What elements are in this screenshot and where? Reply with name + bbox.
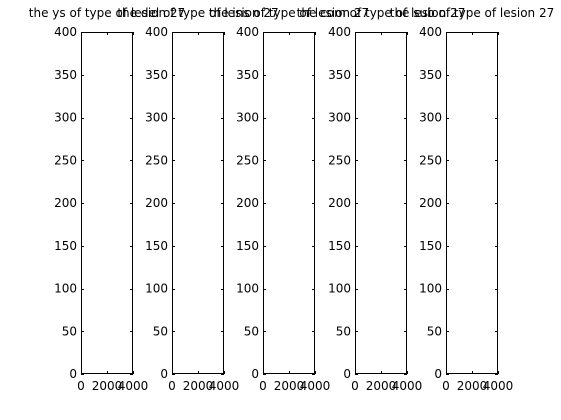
y-tick-label-5-5: 200 (419, 196, 442, 210)
y-tick-label-3-4: 150 (236, 239, 259, 253)
y-tick-label-4-8: 350 (328, 68, 351, 82)
x-tick-label-5-3: 4000 (483, 379, 514, 393)
chart-title-2: the del of type of lesion 27 (117, 6, 278, 20)
y-tick-label-4-6: 250 (328, 153, 351, 167)
chart-title-3: the ins of type of lesion 27 (209, 6, 369, 20)
y-tick-label-4-1: 0 (343, 367, 351, 381)
y-tick-label-5-8: 350 (419, 68, 442, 82)
y-tick-label-4-4: 150 (328, 239, 351, 253)
x-tick-label-3-2: 2000 (274, 379, 305, 393)
x-tick-label-2-3: 4000 (209, 379, 240, 393)
y-tick-label-1-5: 200 (54, 196, 77, 210)
y-tick-label-5-7: 300 (419, 111, 442, 125)
y-tick-label-2-6: 250 (145, 153, 168, 167)
y-tick-label-2-1: 0 (160, 367, 168, 381)
chart-title-5: the sub of type of lesion 27 (390, 6, 555, 20)
y-tick-label-5-4: 150 (419, 239, 442, 253)
y-tick-label-2-9: 400 (145, 25, 168, 39)
y-tick-label-1-7: 300 (54, 111, 77, 125)
y-tick-label-3-6: 250 (236, 153, 259, 167)
x-tick-label-2-2: 2000 (183, 379, 214, 393)
x-tick-label-1-3: 4000 (118, 379, 149, 393)
y-tick-label-1-2: 50 (62, 324, 77, 338)
y-tick-label-3-7: 300 (236, 111, 259, 125)
y-tick-label-5-6: 250 (419, 153, 442, 167)
y-tick-label-3-5: 200 (236, 196, 259, 210)
x-tick-label-1-1: 0 (77, 379, 85, 393)
y-tick-label-1-3: 100 (54, 282, 77, 296)
y-tick-label-4-2: 50 (336, 324, 351, 338)
y-tick-label-4-7: 300 (328, 111, 351, 125)
y-tick-label-4-3: 100 (328, 282, 351, 296)
x-tick-label-5-1: 0 (442, 379, 450, 393)
y-tick-label-2-5: 200 (145, 196, 168, 210)
y-tick-label-3-8: 350 (236, 68, 259, 82)
x-tick-label-4-3: 4000 (392, 379, 423, 393)
y-tick-label-3-3: 100 (236, 282, 259, 296)
y-tick-label-1-6: 250 (54, 153, 77, 167)
y-tick-label-2-2: 50 (153, 324, 168, 338)
x-tick-label-3-3: 4000 (300, 379, 331, 393)
y-tick-label-2-3: 100 (145, 282, 168, 296)
y-tick-label-2-7: 300 (145, 111, 168, 125)
y-tick-label-4-9: 400 (328, 25, 351, 39)
y-tick-label-1-9: 400 (54, 25, 77, 39)
chart-title-1: the ys of type of lesion 27 (29, 6, 185, 20)
y-tick-label-1-1: 0 (69, 367, 77, 381)
y-tick-label-1-8: 350 (54, 68, 77, 82)
chart-title-4: the com of type of lesion 27 (297, 6, 466, 20)
y-tick-label-3-1: 0 (251, 367, 259, 381)
x-tick-label-4-1: 0 (351, 379, 359, 393)
y-tick-label-5-3: 100 (419, 282, 442, 296)
y-tick-label-5-1: 0 (434, 367, 442, 381)
x-tick-label-3-1: 0 (259, 379, 267, 393)
y-tick-label-5-2: 50 (427, 324, 442, 338)
y-tick-label-5-9: 400 (419, 25, 442, 39)
x-tick-label-4-2: 2000 (366, 379, 397, 393)
x-tick-label-5-2: 2000 (457, 379, 488, 393)
y-tick-label-3-2: 50 (244, 324, 259, 338)
x-tick-label-2-1: 0 (168, 379, 176, 393)
y-tick-label-1-4: 150 (54, 239, 77, 253)
x-tick-label-1-2: 2000 (92, 379, 123, 393)
y-tick-label-4-5: 200 (328, 196, 351, 210)
y-tick-label-2-8: 350 (145, 68, 168, 82)
y-tick-label-3-9: 400 (236, 25, 259, 39)
y-tick-label-2-4: 150 (145, 239, 168, 253)
